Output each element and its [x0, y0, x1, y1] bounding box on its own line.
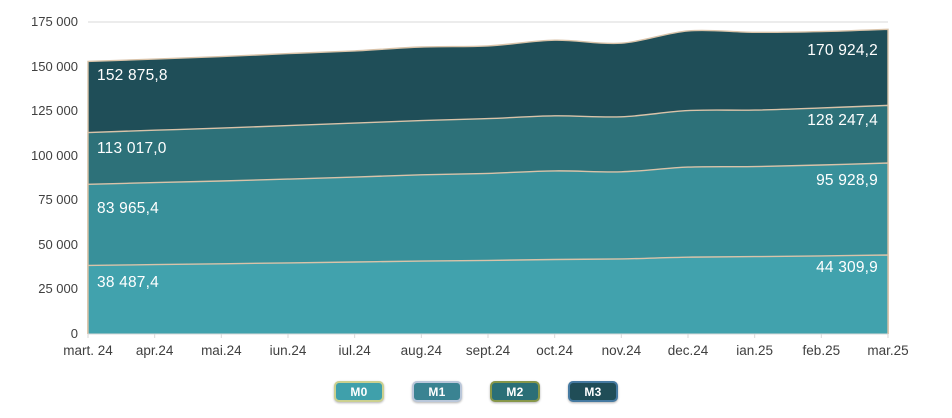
x-tick-label: apr.24	[135, 343, 174, 358]
value-label-last-M1: 95 928,9	[816, 171, 878, 189]
x-tick-label: iun.24	[269, 343, 307, 358]
series-outline-M3	[87, 28, 889, 334]
legend-button-M2[interactable]: M2	[490, 381, 540, 402]
x-tick-label: dec.24	[667, 343, 709, 358]
x-tick-label: mai.24	[201, 343, 242, 358]
legend-button-M0[interactable]: M0	[334, 381, 384, 402]
y-tick-label: 175 000	[31, 14, 78, 29]
value-label-last-M0: 44 309,9	[816, 259, 878, 276]
y-tick-label: 150 000	[31, 58, 78, 74]
value-label-first-M1: 83 965,4	[97, 200, 159, 218]
series-outline-M0	[87, 254, 889, 334]
value-label-last-M3: 170 924,2	[807, 42, 878, 60]
x-tick-label: sept.24	[465, 343, 511, 358]
x-tick-label: mar.25	[867, 343, 909, 358]
series-area-M0[interactable]	[88, 255, 888, 334]
value-label-first-M3: 152 875,8	[97, 67, 168, 85]
x-tick-label: aug.24	[400, 343, 442, 358]
y-tick-label: 50 000	[38, 236, 78, 252]
chart-legend: M0 M1 M2 M3	[0, 381, 952, 402]
x-tick-label: oct.24	[536, 343, 574, 358]
y-tick-label: 75 000	[38, 192, 78, 208]
value-label-first-M2: 113 017,0	[97, 139, 167, 157]
series-outline-M1	[87, 162, 889, 334]
x-tick-label: feb.25	[802, 343, 841, 358]
x-tick-label: iul.24	[338, 343, 371, 358]
value-label-last-M2: 128 247,4	[807, 112, 878, 130]
x-tick-label: mart. 24	[63, 343, 113, 358]
x-tick-label: nov.24	[601, 343, 642, 358]
legend-button-M3[interactable]: M3	[568, 381, 618, 402]
legend-button-M1[interactable]: M1	[412, 381, 462, 402]
y-tick-label: 25 000	[38, 281, 78, 297]
value-label-first-M0: 38 487,4	[97, 274, 159, 292]
x-tick-label: ian.25	[736, 343, 774, 358]
y-tick-label: 0	[70, 326, 78, 341]
series-outline-M2	[87, 104, 889, 334]
y-tick-label: 125 000	[31, 103, 78, 119]
y-tick-label: 100 000	[31, 147, 78, 163]
